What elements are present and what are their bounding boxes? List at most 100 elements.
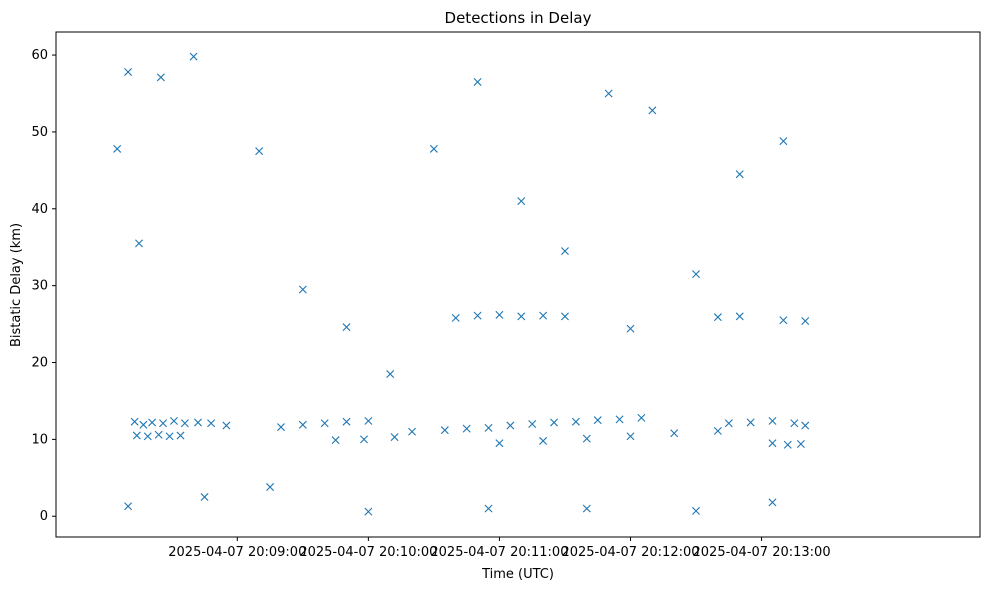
y-tick-label: 40 [31, 202, 48, 217]
detection-marker [331, 436, 340, 445]
detection-marker [626, 324, 635, 333]
detection-marker [801, 421, 810, 430]
detection-marker [320, 419, 329, 428]
data-points [113, 52, 810, 516]
detection-marker [713, 313, 722, 322]
detection-marker [124, 67, 133, 76]
detection-marker [143, 432, 152, 441]
detection-marker [298, 420, 307, 429]
detection-marker [298, 285, 307, 294]
detection-marker [560, 312, 569, 321]
detection-marker [342, 417, 351, 426]
detection-marker [189, 52, 198, 61]
detection-marker [364, 507, 373, 516]
detection-marker [495, 439, 504, 448]
detection-marker [604, 89, 613, 98]
detection-marker [796, 440, 805, 448]
detection-marker [193, 418, 202, 427]
detection-marker [768, 439, 777, 448]
detection-marker [124, 502, 133, 511]
detection-marker [440, 426, 449, 435]
detection-marker [801, 317, 810, 325]
y-tick-label: 50 [31, 125, 48, 140]
detection-marker [390, 433, 399, 442]
detection-marker [462, 424, 471, 433]
y-axis-label: Bistatic Delay (km) [9, 223, 24, 347]
detection-marker [779, 316, 788, 325]
detection-marker [180, 419, 189, 428]
detection-marker [648, 106, 657, 115]
detection-marker [360, 435, 368, 444]
y-tick-label: 10 [31, 432, 48, 447]
detection-marker [539, 436, 548, 445]
detection-marker [790, 419, 799, 428]
detection-marker [473, 77, 482, 86]
detection-marker [670, 429, 679, 438]
detection-marker [207, 419, 216, 428]
detection-marker [156, 73, 165, 82]
detection-marker [277, 423, 285, 432]
plot-frame [55, 31, 981, 538]
detection-marker [517, 312, 526, 321]
detection-marker [735, 170, 744, 179]
detection-marker [408, 427, 417, 436]
detection-marker [528, 420, 537, 428]
detection-marker [550, 418, 559, 427]
detection-marker [637, 413, 646, 422]
detection-marker [130, 417, 139, 426]
x-tick-label: 2025-04-07 20:09:00 [168, 545, 306, 560]
detection-marker [779, 137, 788, 146]
detection-marker [473, 311, 482, 320]
detection-marker [783, 440, 792, 449]
detection-marker [735, 312, 744, 321]
detection-marker [364, 416, 373, 425]
detection-marker [560, 247, 569, 256]
detection-marker [484, 423, 493, 432]
detection-marker [692, 506, 701, 515]
detection-marker [451, 313, 460, 322]
detection-marker [571, 417, 580, 426]
detection-marker [148, 418, 157, 427]
detection-marker [266, 483, 275, 492]
detection-marker [615, 415, 624, 424]
y-tick-label: 20 [31, 356, 48, 371]
detection-marker [386, 370, 395, 379]
detection-marker [768, 498, 777, 507]
detection-marker [429, 144, 438, 153]
x-tick-label: 2025-04-07 20:13:00 [693, 545, 831, 560]
detection-marker [692, 270, 701, 279]
detection-marker [768, 416, 777, 425]
detection-marker [139, 420, 148, 429]
detection-marker [342, 323, 351, 332]
detection-marker [222, 421, 231, 430]
detection-marker [132, 431, 141, 440]
detection-marker [626, 432, 635, 441]
detection-marker [495, 310, 504, 319]
chart-title: Detections in Delay [445, 9, 592, 27]
detection-marker [713, 426, 722, 435]
detection-marker [200, 493, 209, 502]
y-tick-label: 60 [31, 48, 48, 63]
detection-marker [593, 416, 602, 425]
x-tick-label: 2025-04-07 20:11:00 [430, 545, 568, 560]
detection-marker [135, 239, 143, 248]
y-tick-label: 30 [31, 279, 48, 294]
detection-marker [176, 431, 185, 440]
detection-marker [165, 432, 174, 441]
detection-marker [582, 504, 591, 513]
detection-marker [582, 434, 591, 443]
detection-marker [113, 144, 122, 153]
x-axis-label: Time (UTC) [481, 567, 554, 582]
x-tick-label: 2025-04-07 20:10:00 [299, 545, 437, 560]
detection-marker [506, 421, 515, 430]
detection-marker [169, 416, 178, 425]
detection-marker [746, 418, 755, 427]
detection-marker [255, 147, 264, 156]
detection-marker [539, 311, 548, 320]
x-tick-label: 2025-04-07 20:12:00 [561, 545, 699, 560]
detection-marker [154, 430, 163, 439]
